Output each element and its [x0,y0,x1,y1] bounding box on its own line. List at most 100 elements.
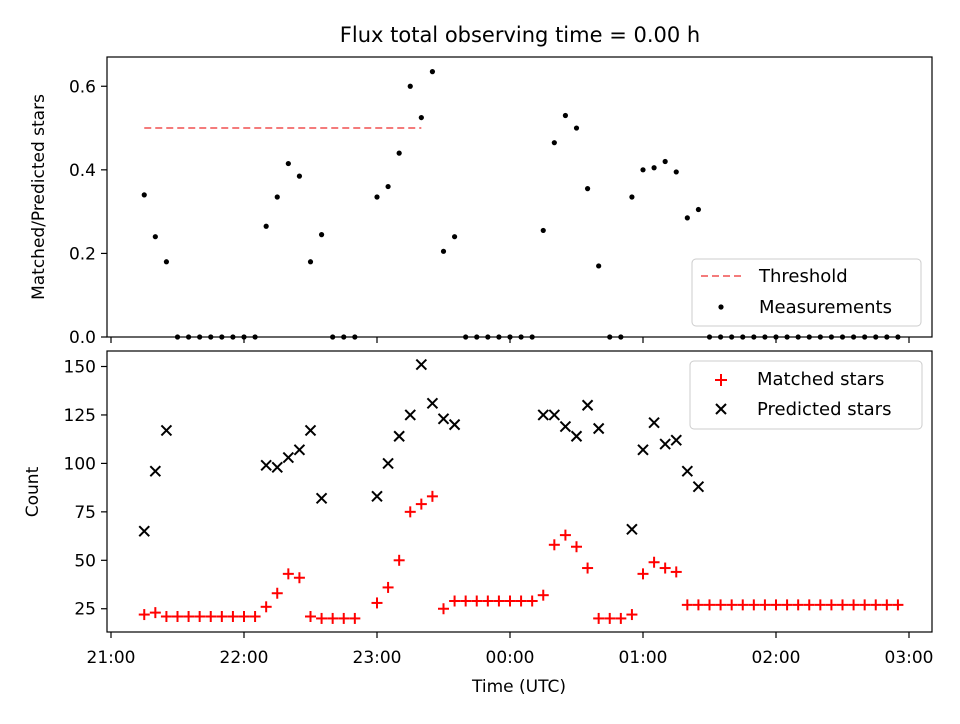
top-panel: 0.0 0.2 0.4 0.6 Matched/Predicted stars Thr… [29,56,933,348]
matched-star-marker [183,610,195,622]
predicted-star-marker [160,424,173,437]
predicted-star-marker [692,480,705,493]
predicted-star-marker [315,492,328,504]
predicted-star-marker [382,457,394,470]
bottom-y-tick-label: 75 [74,503,96,523]
legend-threshold-label: Threshold [758,266,848,287]
measurement-point [584,186,591,192]
predicted-star-marker [448,418,461,431]
measurement-point [695,206,702,213]
measurement-point [407,83,413,89]
bottom-y-tick-label: 100 [64,454,96,474]
matched-star-marker [870,599,882,611]
bottom-y-tick-label: 125 [64,406,96,426]
matched-star-marker [349,612,361,624]
predicted-star-marker [437,413,450,425]
matched-star-marker [704,599,715,611]
x-tick-label: 03:00 [885,648,934,668]
matched-star-marker [814,599,826,611]
matched-star-marker [282,568,294,580]
matched-star-marker [859,599,871,611]
legend-matched-label: Matched stars [757,369,884,390]
legend-predicted-swatch [715,403,727,415]
matched-star-marker [571,541,582,553]
predicted-star-marker [681,465,694,477]
bottom-x-ticks: 21:00 22:00 23:00 00:00 01:00 02:00 03:00 [87,632,934,668]
matched-star-marker [338,612,350,624]
matched-star-marker [238,610,250,622]
measurement-point [673,169,679,175]
predicted-star-marker [581,399,594,411]
predicted-star-marker [404,409,416,421]
predicted-star-marker [592,422,605,435]
predicted-star-marker [626,523,638,535]
predicted-star-marker [415,358,428,371]
matched-star-marker [803,599,815,611]
predicted-star-marker [537,409,549,421]
matched-star-marker [316,612,328,624]
matched-star-marker [293,572,305,584]
measurement-point [640,167,646,173]
x-tick-label: 02:00 [752,648,801,668]
matched-star-marker [149,607,161,619]
measurement-point [318,232,325,238]
bottom-legend: Matched stars Predicted stars [689,360,923,430]
matched-star-marker [227,610,239,622]
measurement-point [274,194,280,200]
legend-matched-swatch [715,374,727,386]
matched-star-marker [260,601,272,613]
matched-star-marker [493,595,505,607]
matched-star-marker [892,599,904,611]
top-y-axis-label: Matched/Predicted stars [29,94,49,300]
matched-star-marker [371,597,383,609]
predicted-star-marker [659,438,671,450]
predicted-star-marker [548,409,561,421]
matched-star-marker [837,599,848,611]
matched-star-marker [327,612,339,624]
matched-star-marker [881,599,893,611]
matched-star-marker [648,556,660,568]
matched-star-marker [737,599,749,611]
measurement-point [573,125,580,131]
matched-star-marker [160,610,172,622]
measurement-point [451,234,458,240]
top-y-tick-label: 0.6 [69,77,96,97]
matched-star-marker [748,599,760,611]
measurement-point [307,259,314,265]
measurement-point [629,194,635,200]
measurement-point [385,183,391,190]
matched-star-marker [548,539,560,551]
matched-star-marker [471,595,483,607]
predicted-star-marker [282,451,295,464]
measurement-point [662,158,668,165]
matched-star-marker [249,610,261,622]
matched-star-marker [138,609,150,621]
measurement-point [396,150,402,156]
predicted-star-marker [271,461,283,473]
matched-star-marker [449,595,461,607]
legend-measurements-label: Measurements [759,297,892,318]
matched-star-marker [393,554,405,566]
matched-star-marker [537,589,549,601]
matched-star-marker [482,595,494,607]
matched-star-marker [194,610,206,622]
matched-star-marker [426,490,438,502]
bottom-legend-box [689,360,923,430]
matched-star-marker [415,498,427,510]
matched-star-marker [172,610,183,622]
matched-star-marker [526,595,538,607]
matched-star-marker [626,609,638,621]
matched-star-marker [216,610,228,622]
x-tick-label: 00:00 [486,648,535,668]
measurement-point [296,173,303,179]
predicted-star-marker [138,525,150,537]
x-axis-label: Time (UTC) [471,677,566,697]
bottom-marks [138,358,904,624]
matched-star-marker [715,599,727,611]
matched-star-marker [515,595,527,607]
matched-star-marker [670,566,682,578]
matched-star-marker [604,612,616,624]
matched-star-marker [559,529,571,541]
bottom-y-ticks: 25 50 75 100 125 150 [64,358,107,620]
matched-star-marker [438,603,449,615]
